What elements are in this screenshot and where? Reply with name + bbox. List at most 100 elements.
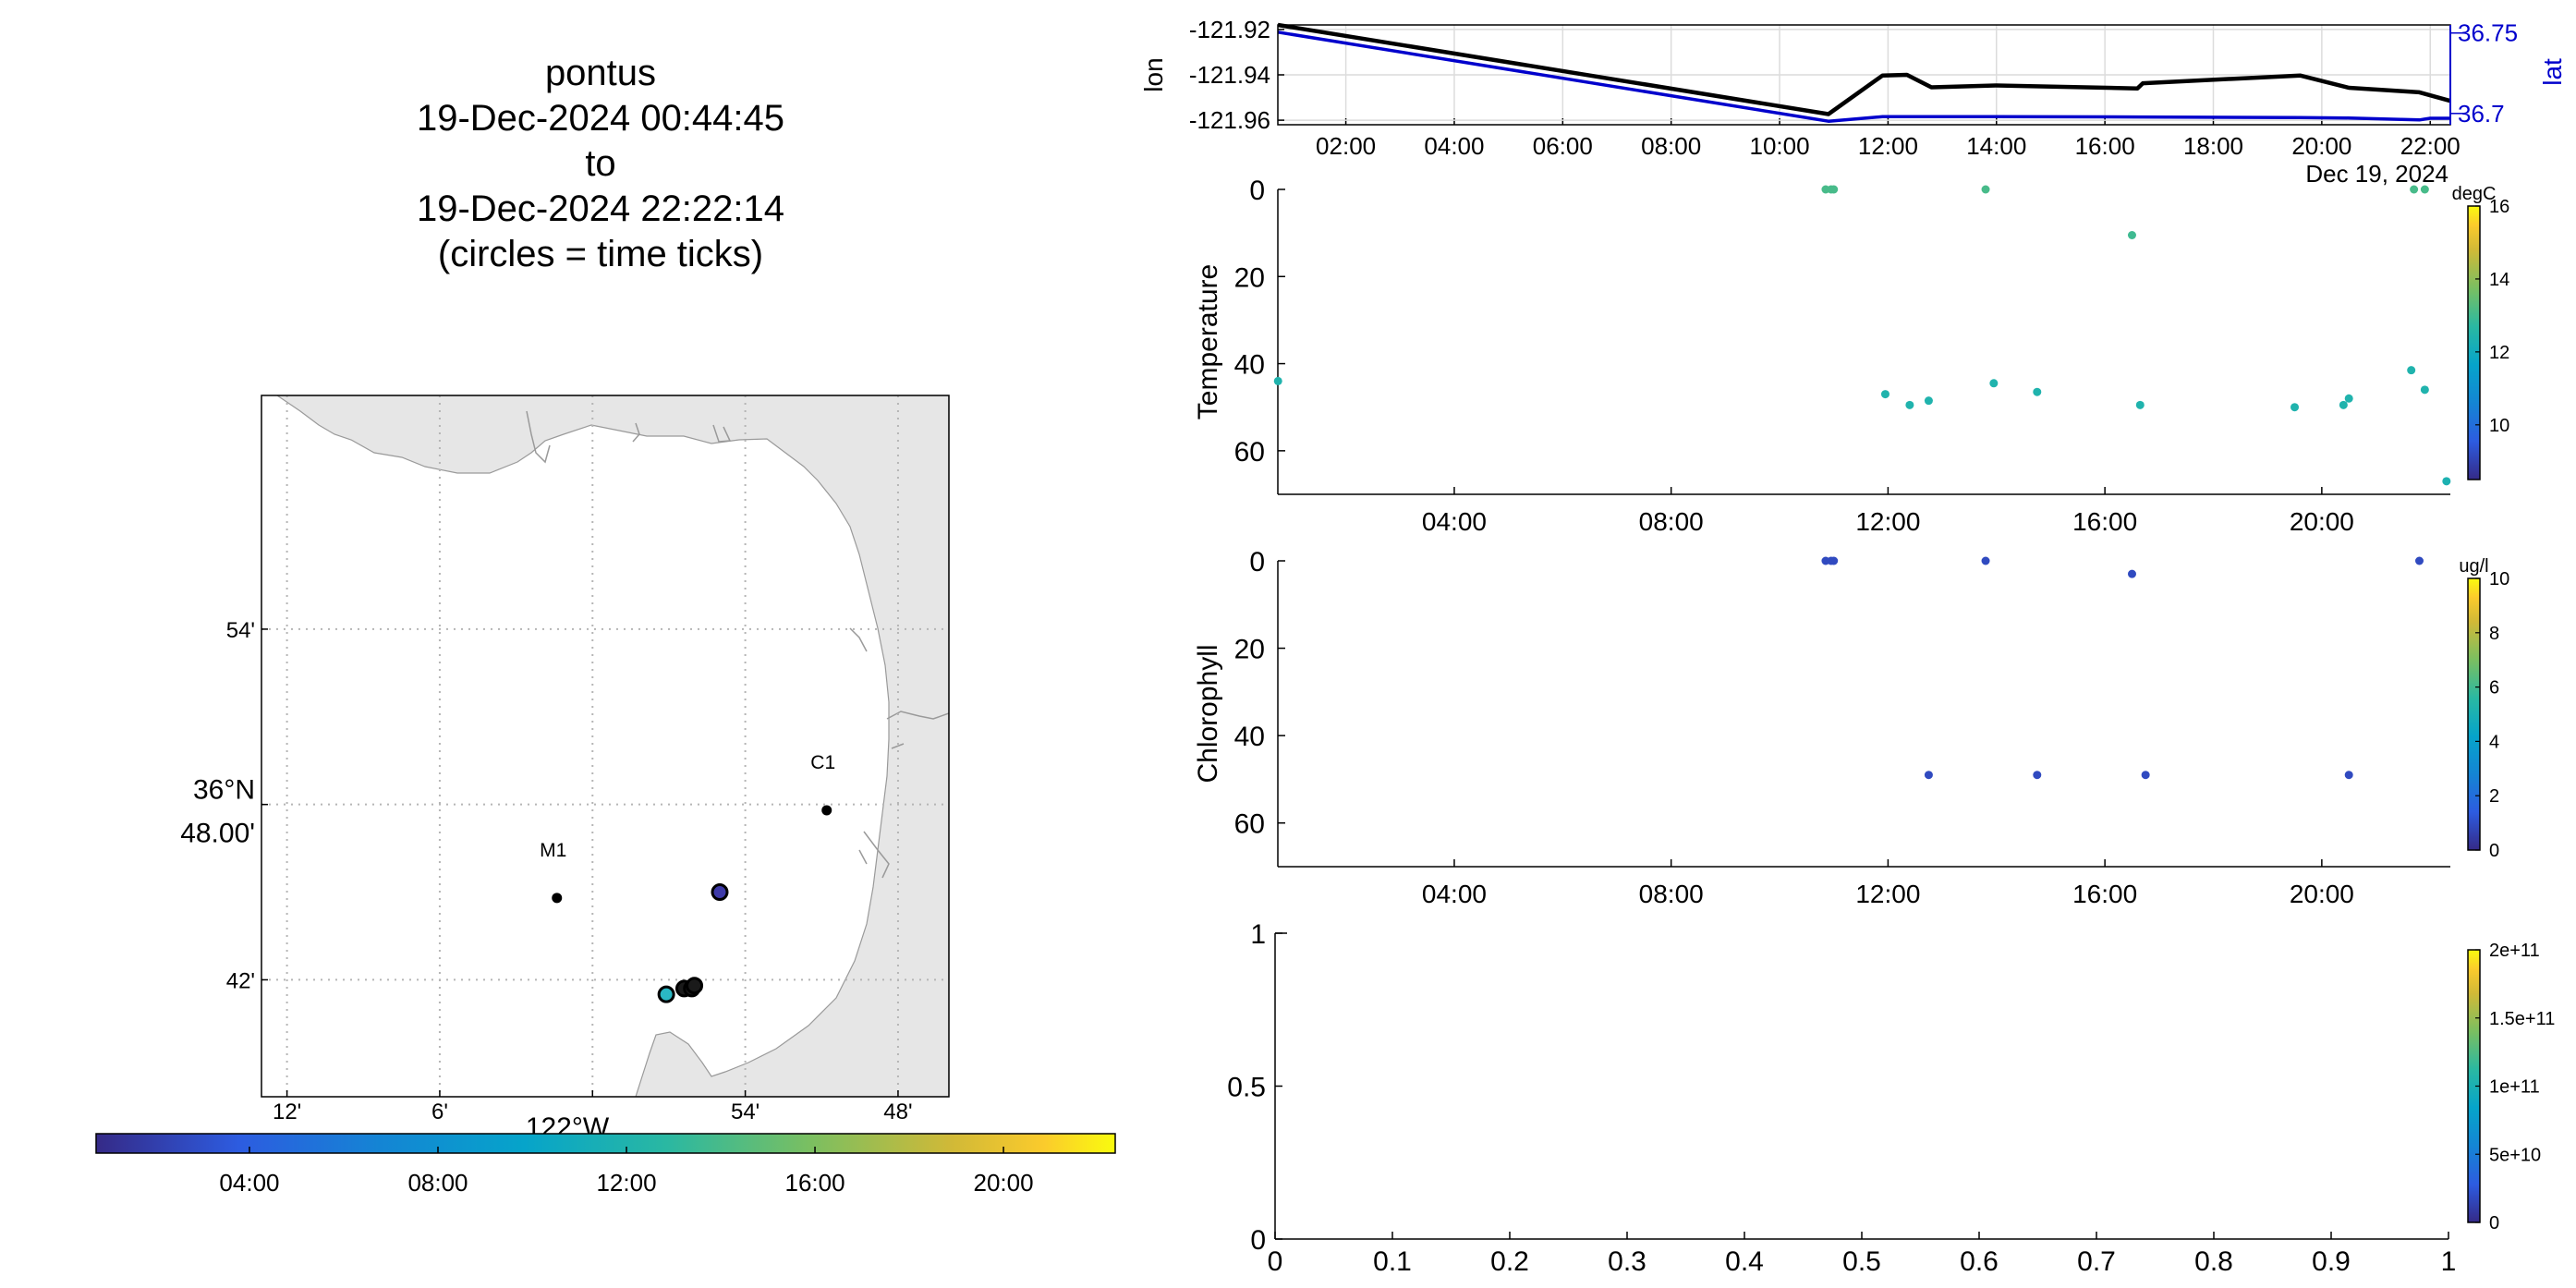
temperature-y-tick-label: 0: [1249, 176, 1265, 206]
temperature-data-point: [2442, 477, 2451, 486]
chlorophyll-data-point: [1829, 556, 1839, 565]
chlorophyll-data-point: [1981, 556, 1990, 565]
chlorophyll-x-tick-label: 16:00: [2072, 880, 2137, 908]
temperature-data-point: [2344, 394, 2353, 403]
chlorophyll-data-point: [2344, 771, 2353, 780]
temperature-data-point: [2033, 387, 2042, 396]
track-time-tick-circle: [711, 883, 729, 902]
temperature-data-point: [2339, 400, 2348, 409]
lonlat-x-tick-label: 08:00: [1641, 132, 1701, 160]
map-points: M1 C1: [540, 752, 835, 1003]
chlorophyll-ylabel: Chlorophyll: [1193, 644, 1223, 783]
temperature-data-point: [2127, 231, 2136, 239]
time-colorbar-ticks: 04:00 08:00 12:00 16:00 20:00: [219, 1147, 1034, 1197]
temperature-x-tick-label: 20:00: [2290, 507, 2354, 536]
time-colorbar-tick-label: 08:00: [407, 1169, 468, 1197]
chlorophyll-colorbar-tick-label: 8: [2489, 624, 2499, 644]
temperature-data-point: [2410, 185, 2419, 194]
lonlat-y-tick-label: -121.92: [1189, 16, 1270, 43]
empty-x-tick-label: 0.6: [1960, 1246, 1999, 1277]
temperature-data-point: [1981, 185, 1990, 194]
mooring-label: C1: [810, 752, 835, 773]
chlorophyll-date-label: Dec 19, 2024: [2305, 923, 2448, 951]
lonlat-series-lat: [1277, 30, 2450, 123]
empty-x-tick-label: 0: [1268, 1246, 1283, 1277]
temperature-colorbar-tick-label: 14: [2489, 270, 2509, 290]
vehicle-name: pontus: [544, 53, 657, 93]
empty-y-tick-label: 0: [1250, 1225, 1266, 1256]
time-colorbar-tick-label: 04:00: [219, 1169, 279, 1197]
temperature-y-tick-label: 60: [1234, 437, 1265, 468]
temperature-x-tick-label: 04:00: [1422, 507, 1487, 536]
chlorophyll-colorbar-units: ug/l: [2459, 556, 2488, 577]
end-time: 19-Dec-2024 22:22:14: [416, 188, 785, 229]
track-time-tick-circle: [657, 985, 675, 1003]
chlorophyll-y-tick-label: 0: [1249, 547, 1265, 577]
lonlat-x-tick-label: 14:00: [1966, 132, 2026, 160]
chlorophyll-y-tick-label: 20: [1234, 635, 1265, 665]
temperature-colorbar-units: degC: [2452, 184, 2497, 204]
map-y-tick-label: 42': [226, 968, 255, 993]
chlorophyll-colorbar-tick-label: 4: [2489, 732, 2499, 752]
circles-note: (circles = time ticks): [437, 234, 764, 274]
temperature-x-tick-label: 08:00: [1639, 507, 1704, 536]
lonlat-x-tick-label: 20:00: [2291, 132, 2351, 160]
start-time: 19-Dec-2024 00:44:45: [416, 98, 785, 139]
chlorophyll-x-tick-label: 12:00: [1855, 880, 1920, 908]
chlorophyll-data-point: [2033, 771, 2042, 780]
chlorophyll-colorbar-tick-label: 2: [2489, 786, 2499, 807]
temperature-data-point: [2135, 400, 2145, 409]
temperature-y-tick-label: 40: [1234, 350, 1265, 381]
temperature-y-tick-label: 20: [1234, 262, 1265, 293]
temperature-data-point: [1880, 390, 1889, 399]
lonlat-date-label: Dec 19, 2024: [2305, 160, 2448, 188]
time-colorbar: 04:00 08:00 12:00 16:00 20:00: [95, 1133, 1116, 1197]
empty-panel: 0 0.1 0.2 0.3 0.4 0.5 0.6 0.7 0.8 0.9 1 0 0.5 1 0 5e+10…: [1227, 919, 2555, 1277]
temperature-colorbar-tick-label: 12: [2489, 343, 2509, 363]
chlorophyll-data-point: [1924, 771, 1933, 780]
to-label: to: [585, 143, 616, 184]
empty-x-tick-label: 1: [2441, 1246, 2457, 1277]
empty-x-tick-label: 0.1: [1373, 1246, 1412, 1277]
temperature-x-tick-label: 12:00: [1855, 507, 1920, 536]
map-x-tick-label: 54': [731, 1100, 759, 1124]
empty-colorbar-tick-label: 2e+11: [2489, 941, 2540, 961]
lonlat-x-tick-label: 10:00: [1750, 132, 1810, 160]
map-land-coast: [275, 395, 949, 1097]
chlorophyll-data-point: [2127, 569, 2136, 578]
lonlat-x-tick-label: 22:00: [2400, 132, 2461, 160]
empty-x-tick-label: 0.9: [2312, 1246, 2351, 1277]
lonlat-right-ylabel: lat: [2538, 58, 2567, 86]
temperature-data-point: [2407, 366, 2416, 375]
temperature-data-point: [1905, 400, 1914, 409]
temperature-data-point: [1829, 185, 1839, 194]
map-x-tick-label: 6': [431, 1100, 448, 1124]
map-x-tick-label: 48': [883, 1100, 912, 1124]
chlorophyll-data-point: [2141, 771, 2150, 780]
time-colorbar-tick-label: 16:00: [785, 1169, 845, 1197]
time-colorbar-tick-label: 20:00: [974, 1169, 1034, 1197]
chlorophyll-data-point: [2414, 556, 2424, 565]
temperature-panel: 0 20 40 60 04:00 08:00 12:00 16:00 20:00 Dec 19, …: [1193, 176, 2509, 578]
lonlat-x-tick-label: 02:00: [1316, 132, 1376, 160]
temperature-colorbar-tick-label: 10: [2489, 416, 2509, 436]
temperature-colorbar: [2467, 205, 2481, 480]
empty-x-tick-label: 0.4: [1725, 1246, 1764, 1277]
mooring-marker: [552, 893, 563, 904]
empty-y-tick-label: 0.5: [1227, 1073, 1266, 1103]
chlorophyll-colorbar-tick-label: 6: [2489, 678, 2499, 699]
map-x-tick-label: 12': [273, 1100, 301, 1124]
temperature-ylabel: Temperature: [1193, 264, 1223, 419]
lonlat-right-tick-label: 36.75: [2458, 19, 2518, 47]
temperature-colorbar-tick-label: 16: [2489, 197, 2509, 217]
mooring-marker: [821, 805, 832, 816]
temperature-date-label: Dec 19, 2024: [2305, 551, 2448, 578]
chlorophyll-colorbar: [2467, 577, 2481, 851]
lonlat-x-tick-label: 06:00: [1533, 132, 1593, 160]
chlorophyll-x-tick-label: 08:00: [1639, 880, 1704, 908]
chlorophyll-y-tick-label: 40: [1234, 722, 1265, 752]
temperature-data-point: [2290, 403, 2300, 412]
temperature-x-tick-label: 16:00: [2072, 507, 2137, 536]
